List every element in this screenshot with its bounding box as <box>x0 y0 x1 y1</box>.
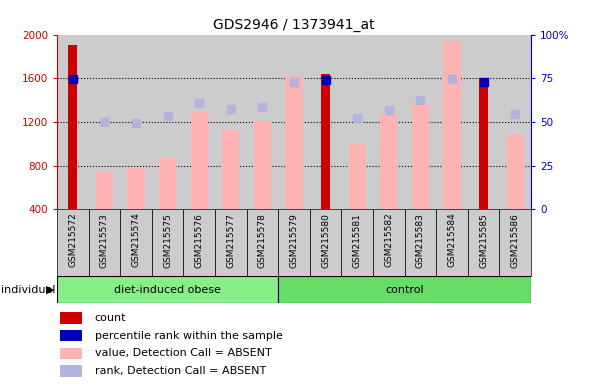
Bar <box>247 209 278 276</box>
Bar <box>60 330 82 341</box>
Bar <box>341 35 373 209</box>
Bar <box>404 35 436 209</box>
Bar <box>321 74 330 209</box>
Text: GSM215580: GSM215580 <box>321 213 330 268</box>
Text: GSM215581: GSM215581 <box>353 213 362 268</box>
Bar <box>152 35 184 209</box>
Text: GSM215576: GSM215576 <box>194 213 204 268</box>
Text: rank, Detection Call = ABSENT: rank, Detection Call = ABSENT <box>95 366 266 376</box>
Bar <box>57 276 278 303</box>
Bar <box>184 209 215 276</box>
Text: GSM215582: GSM215582 <box>385 213 394 267</box>
Bar <box>468 35 499 209</box>
Bar <box>499 209 531 276</box>
Bar <box>278 276 531 303</box>
Text: count: count <box>95 313 127 323</box>
Bar <box>191 112 208 209</box>
Bar <box>278 35 310 209</box>
Bar <box>443 41 461 209</box>
Text: value, Detection Call = ABSENT: value, Detection Call = ABSENT <box>95 348 272 358</box>
Bar <box>89 209 120 276</box>
Bar <box>57 209 89 276</box>
Text: GSM215584: GSM215584 <box>448 213 457 267</box>
Text: GSM215586: GSM215586 <box>511 213 520 268</box>
Bar <box>436 209 468 276</box>
Text: GSM215578: GSM215578 <box>258 213 267 268</box>
Bar <box>159 158 176 209</box>
Bar <box>89 35 120 209</box>
Bar <box>373 209 404 276</box>
Bar <box>120 209 152 276</box>
Bar <box>60 348 82 359</box>
Bar <box>127 168 145 209</box>
Bar <box>404 209 436 276</box>
Bar <box>254 121 271 209</box>
Bar <box>184 35 215 209</box>
Text: GSM215577: GSM215577 <box>226 213 235 268</box>
Text: control: control <box>385 285 424 295</box>
Bar <box>310 209 341 276</box>
Title: GDS2946 / 1373941_at: GDS2946 / 1373941_at <box>213 18 375 32</box>
Text: GSM215574: GSM215574 <box>131 213 140 267</box>
Text: GSM215583: GSM215583 <box>416 213 425 268</box>
Bar <box>412 103 429 209</box>
Bar <box>479 79 488 209</box>
Bar <box>310 35 341 209</box>
Text: GSM215573: GSM215573 <box>100 213 109 268</box>
Bar <box>373 35 404 209</box>
Bar <box>278 209 310 276</box>
Text: GSM215579: GSM215579 <box>290 213 299 268</box>
Bar <box>215 35 247 209</box>
Text: percentile rank within the sample: percentile rank within the sample <box>95 331 283 341</box>
Text: ▶: ▶ <box>46 285 54 295</box>
Bar <box>96 172 113 209</box>
Bar <box>152 209 184 276</box>
Bar <box>341 209 373 276</box>
Text: diet-induced obese: diet-induced obese <box>114 285 221 295</box>
Bar <box>436 35 468 209</box>
Text: GSM215585: GSM215585 <box>479 213 488 268</box>
Bar <box>286 76 302 209</box>
Bar <box>349 143 366 209</box>
Bar <box>247 35 278 209</box>
Bar <box>380 114 397 209</box>
Bar <box>60 366 82 377</box>
Bar <box>60 312 82 323</box>
Text: GSM215575: GSM215575 <box>163 213 172 268</box>
Bar <box>499 35 531 209</box>
Text: individual: individual <box>1 285 55 295</box>
Text: GSM215572: GSM215572 <box>68 213 77 267</box>
Bar <box>506 134 524 209</box>
Bar <box>215 209 247 276</box>
Bar <box>68 45 77 209</box>
Bar <box>120 35 152 209</box>
Bar <box>57 35 89 209</box>
Bar <box>468 209 499 276</box>
Bar <box>222 129 239 209</box>
